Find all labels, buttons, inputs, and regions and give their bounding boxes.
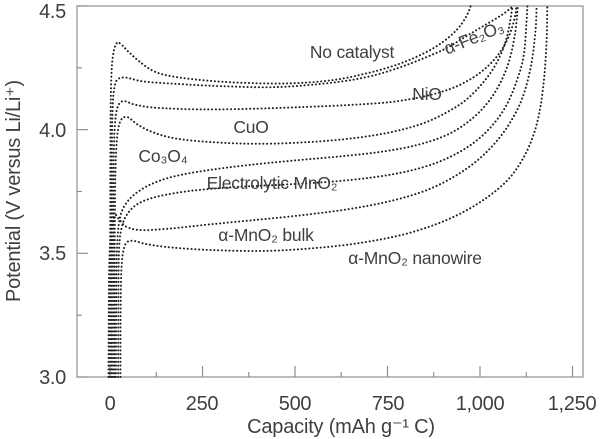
curve-label-co3o4: Co₃O₄	[138, 146, 187, 166]
x-tick-label-1000: 1,000	[456, 393, 505, 415]
curve-label-electrolytic-mno2: Electrolytic MnO₂	[207, 173, 338, 193]
curve-alpha-mno2-bulk	[107, 5, 538, 378]
axis-ticks	[77, 5, 574, 378]
x-tick-label-750: 750	[372, 393, 405, 415]
x-tick-label-500: 500	[279, 393, 312, 415]
curve-alpha-mno2-nanowire	[119, 5, 549, 378]
x-tick-label-0: 0	[105, 393, 116, 415]
y-tick-label-4.0: 4.0	[39, 120, 66, 142]
x-tick-labels: 0 250 500 750 1,000 1,250	[105, 393, 597, 415]
x-tick-label-250: 250	[186, 393, 219, 415]
curve-label-cuo: CuO	[233, 117, 268, 137]
curve-label-no-catalyst: No catalyst	[310, 42, 395, 62]
y-tick-label-3.0: 3.0	[39, 367, 66, 389]
curve-label-nio: NiO	[412, 84, 442, 104]
y-axis-title: Potential (V versus Li/Li⁺)	[3, 80, 25, 302]
curve-cuo	[113, 5, 514, 378]
curve-label-alpha-mno2-bulk: α-MnO₂ bulk	[218, 225, 314, 245]
x-tick-label-1250: 1,250	[548, 393, 597, 415]
curve-label-alpha-mno2-nanowire: α-MnO₂ nanowire	[348, 248, 482, 268]
x-axis-title: Capacity (mAh g⁻¹ C)	[247, 416, 435, 438]
curve-labels-group: No catalyst α-Fe₂O₃ NiO CuO Co₃O₄ Electrolyti…	[138, 16, 506, 268]
y-tick-label-4.5: 4.5	[39, 1, 66, 23]
curve-no-catalyst	[109, 5, 472, 378]
y-tick-label-3.5: 3.5	[39, 243, 66, 265]
curve-co3o4	[114, 5, 519, 378]
curve-alpha-fe2o3	[110, 5, 515, 378]
curve-series-group	[107, 5, 549, 378]
curve-label-alpha-fe2o3: α-Fe₂O₃	[441, 16, 507, 58]
y-tick-labels: 3.0 3.5 4.0 4.5	[39, 1, 66, 389]
